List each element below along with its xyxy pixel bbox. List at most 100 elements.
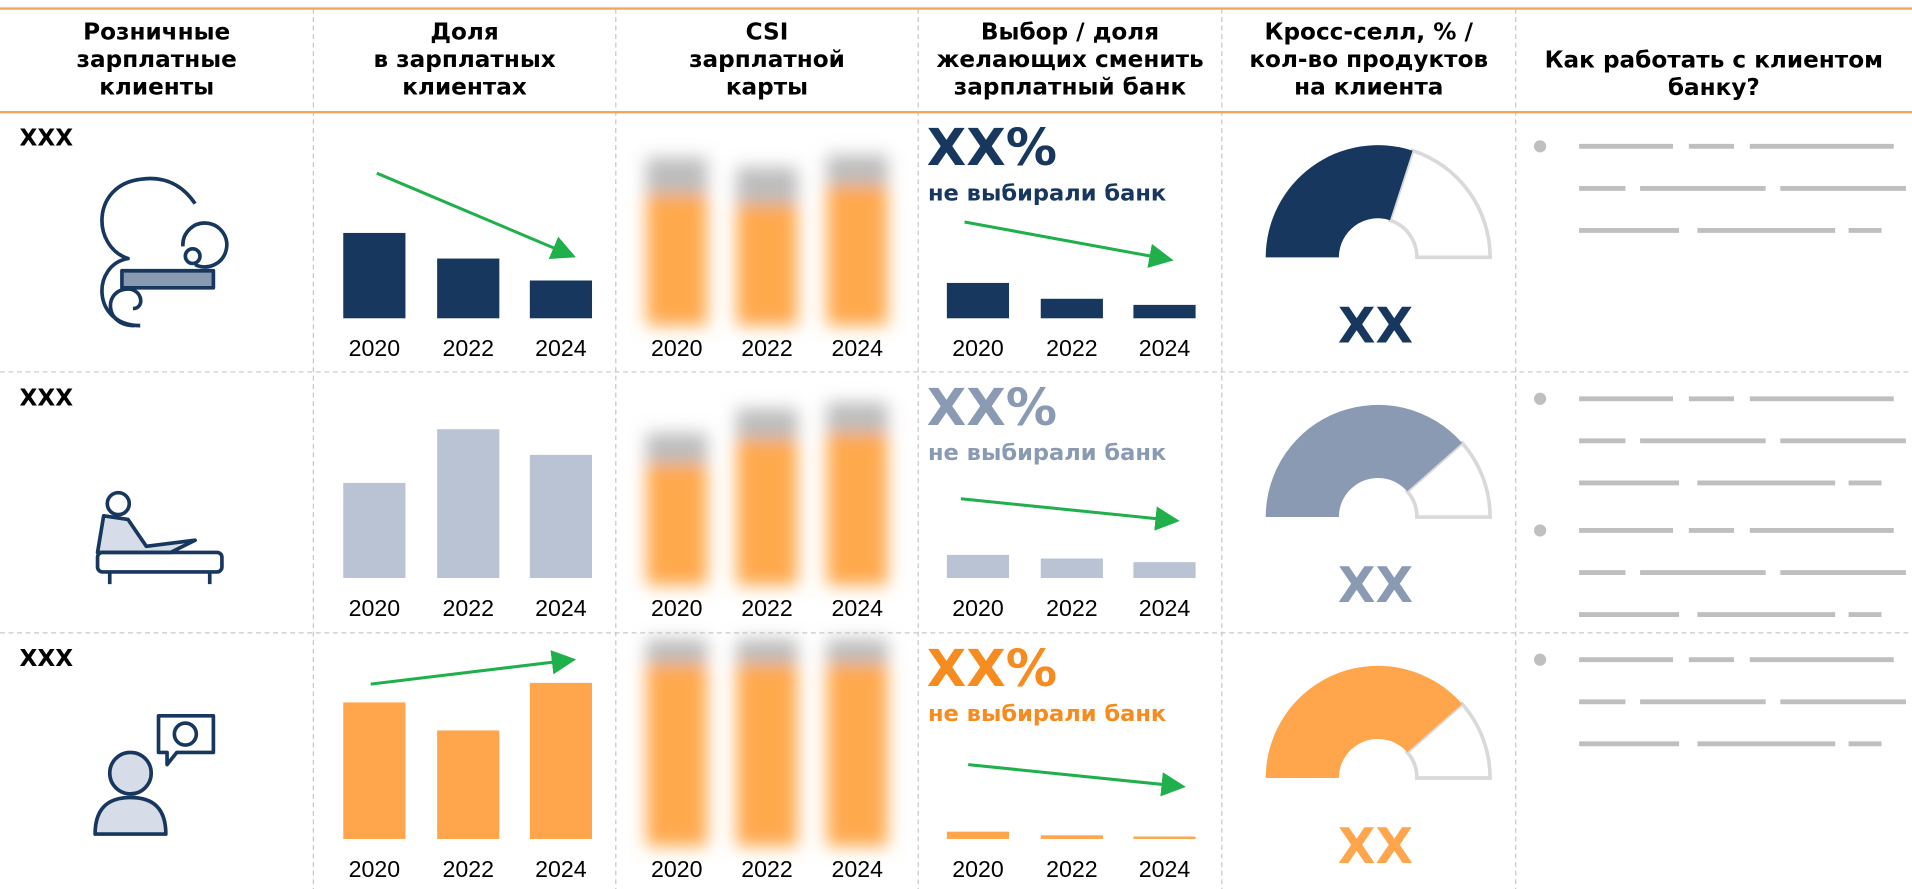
header-text: в зарплатных: [373, 47, 555, 73]
gauge-track: [1387, 148, 1492, 260]
year-label: 2022: [442, 595, 494, 621]
bar: [343, 482, 406, 579]
header-text: зарплатный банк: [954, 74, 1187, 100]
choice-headline: XX%: [927, 639, 1057, 699]
icon-part: [156, 713, 216, 767]
bar: [946, 831, 1010, 839]
row-label: XXX: [20, 385, 74, 411]
bar: [946, 282, 1010, 319]
csi-bar-segment: [646, 432, 708, 464]
csi-bar-segment: [646, 463, 708, 586]
icon-part: [107, 571, 212, 585]
year-label: 2024: [535, 595, 587, 621]
csi-chart: [646, 154, 888, 326]
choice-caption: не выбирали банк: [928, 440, 1166, 466]
year-label: 2022: [741, 595, 793, 621]
year-label: 2024: [831, 856, 883, 882]
choice-headline: XX%: [927, 118, 1057, 178]
bar: [437, 730, 500, 839]
csi-bar-segment: [826, 154, 888, 186]
year-label: 2022: [741, 335, 793, 361]
trend-arrow: [960, 497, 1180, 531]
bar: [437, 258, 500, 319]
year-label: 2022: [442, 856, 494, 882]
bullet-dot: [1533, 653, 1547, 666]
header-text: кол-во продуктов: [1249, 47, 1488, 73]
gauge-fill: [1265, 404, 1463, 518]
header-text: желающих сменить: [936, 47, 1203, 73]
header-text: клиенты: [99, 74, 214, 100]
csi-bar-segment: [826, 638, 888, 664]
csi-bar-segment: [646, 663, 708, 847]
choice-caption: не выбирали банк: [928, 701, 1166, 727]
header-text: карты: [726, 74, 808, 100]
csi-bar-segment: [646, 638, 708, 664]
bullet-dot: [1533, 392, 1547, 405]
header-text: CSI: [746, 19, 789, 45]
bar: [946, 554, 1010, 579]
year-label: 2020: [952, 856, 1004, 882]
icon-part: [93, 713, 216, 836]
bar: [343, 702, 406, 839]
csi-chart: [646, 402, 888, 586]
year-label: 2022: [1046, 856, 1098, 882]
header-text: Кросс-селл, % /: [1265, 19, 1474, 45]
icon-part: [95, 550, 224, 574]
icon-part: [100, 176, 229, 328]
gauge-track: [1404, 440, 1492, 519]
icon-part: [107, 750, 154, 796]
gauge-label: XX: [1338, 557, 1413, 614]
bar: [529, 280, 593, 319]
csi-bar-segment: [826, 185, 888, 326]
bar: [1040, 835, 1103, 839]
header-text: Розничные: [83, 19, 230, 45]
row-label: XXX: [20, 646, 74, 672]
header-text: Доля: [430, 19, 498, 45]
bar: [343, 232, 406, 319]
header-text: Как работать с клиентом: [1545, 48, 1883, 74]
header-text: на клиента: [1294, 74, 1443, 100]
icon-part: [93, 795, 168, 836]
trend-arrow: [964, 220, 1174, 268]
year-label: 2020: [349, 335, 401, 361]
header-text: зарплатные: [77, 47, 237, 73]
year-label: 2020: [651, 335, 703, 361]
choice-caption: не выбирали банк: [928, 180, 1166, 206]
bar: [529, 454, 593, 579]
csi-bar-segment: [826, 402, 888, 433]
icon-part: [183, 246, 202, 266]
csi-bar-segment: [736, 203, 798, 326]
year-label: 2024: [1139, 335, 1191, 361]
year-label: 2024: [831, 595, 883, 621]
header-text: банку?: [1668, 75, 1760, 101]
csi-bar-segment: [736, 439, 798, 586]
year-label: 2020: [349, 595, 401, 621]
header-text: зарплатной: [689, 47, 845, 73]
bullet-dot: [1533, 140, 1547, 153]
year-label: 2024: [831, 335, 883, 361]
csi-bar-segment: [646, 157, 708, 194]
csi-bar-segment: [736, 638, 798, 664]
header-text: клиентах: [402, 74, 527, 100]
year-label: 2024: [1139, 856, 1191, 882]
year-label: 2022: [442, 335, 494, 361]
icon-part: [95, 490, 224, 585]
year-label: 2020: [651, 595, 703, 621]
row-icon: [100, 176, 229, 328]
gauge-label: XX: [1338, 297, 1413, 354]
bar: [1040, 558, 1103, 579]
year-label: 2020: [952, 335, 1004, 361]
csi-bar-segment: [826, 663, 888, 847]
csi-bar-segment: [736, 167, 798, 204]
year-label: 2024: [535, 335, 587, 361]
bar: [529, 682, 593, 839]
csi-bar-segment: [736, 663, 798, 847]
icon-part: [120, 268, 216, 290]
csi-chart: [646, 638, 888, 847]
csi-bar-segment: [736, 408, 798, 440]
row-label: XXX: [20, 126, 74, 152]
bar: [1133, 562, 1196, 579]
trend-arrow: [370, 650, 577, 686]
year-label: 2022: [741, 856, 793, 882]
